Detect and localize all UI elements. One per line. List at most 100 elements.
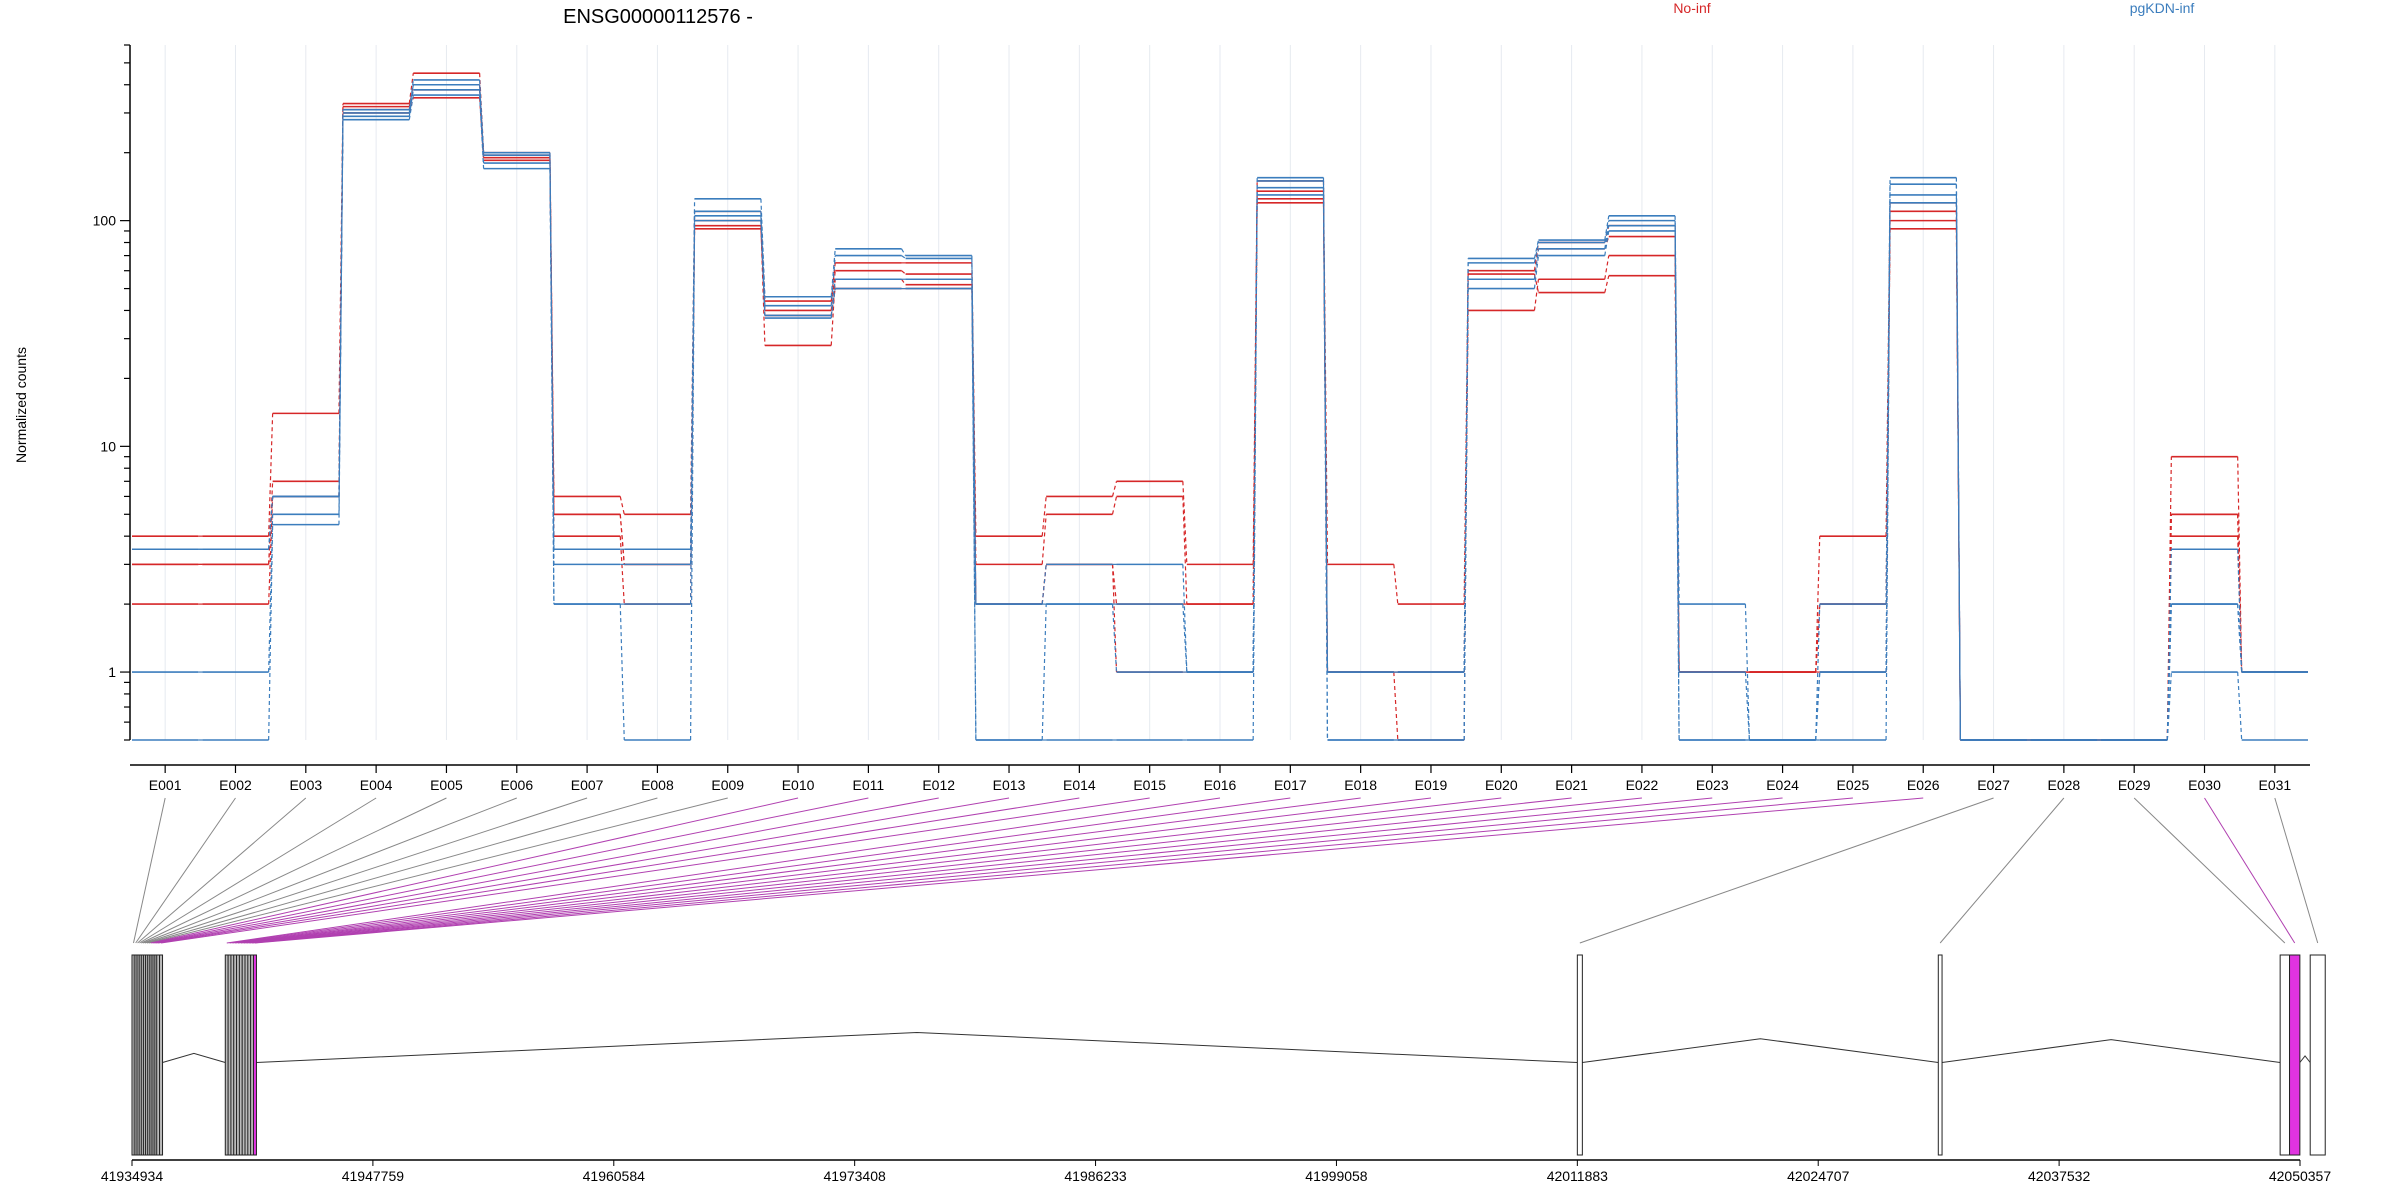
connector-segment (1533, 242, 1540, 263)
connector-segment (1463, 262, 1469, 673)
connector-segment (549, 168, 555, 605)
connector-segment (268, 496, 274, 550)
connector-segment (2237, 604, 2243, 673)
connector-segment (1322, 177, 1329, 673)
connector-segment (1182, 496, 1188, 605)
connector-segment (1393, 564, 1399, 605)
link-line-e015 (160, 797, 1150, 944)
connector-segment (268, 524, 274, 741)
x-tick-label-e010: E010 (782, 777, 815, 793)
intron-line (2299, 1055, 2311, 1063)
connector-segment (1533, 239, 1540, 259)
connector-segment (1604, 225, 1610, 249)
connector-segment (830, 288, 836, 316)
connector-segment (408, 89, 414, 117)
connector-segment (2166, 672, 2172, 741)
connector-segment (1533, 255, 1540, 289)
connector-segment (901, 255, 906, 259)
link-line-e006 (143, 797, 517, 944)
link-line-e028 (1939, 797, 2065, 944)
connector-segment (1393, 672, 1399, 741)
legend-label-pgkdn-inf: pgKDN-inf (2130, 0, 2195, 16)
x-tick-label-e003: E003 (289, 777, 322, 793)
x-tick-label-e016: E016 (1204, 777, 1237, 793)
link-line-e002 (135, 797, 236, 944)
connector-segment (1744, 604, 1751, 741)
connector-segment (1815, 672, 1821, 741)
x-tick-label-e004: E004 (360, 777, 393, 793)
y-tick-label: 10 (100, 438, 116, 454)
link-line-e027 (1579, 797, 1994, 944)
link-line-e026 (254, 797, 1924, 944)
exon-box-e029 (2279, 954, 2291, 1156)
connector-segment (2237, 456, 2243, 673)
exon-link-lines (133, 797, 2319, 944)
exon-box-e030 (2289, 954, 2301, 1156)
x-tick-label-e027: E027 (1977, 777, 2010, 793)
x-tick-label-e024: E024 (1766, 777, 1799, 793)
connector-segment (268, 496, 274, 605)
link-line-e011 (152, 797, 869, 944)
connector-segment (1815, 604, 1821, 741)
link-line-e023 (246, 797, 1713, 944)
connector-segment (1604, 255, 1610, 280)
x-tick-label-e017: E017 (1274, 777, 1307, 793)
connector-segment (830, 288, 836, 319)
connector-segment (619, 604, 625, 741)
connector-segment (619, 496, 625, 515)
connector-segment (338, 116, 344, 515)
connector-segment (1815, 536, 1821, 673)
coordinate-tick-label: 41973408 (824, 1168, 887, 1184)
axes: 1 10 100 E001 E002 E003 E004 E005 E006 E007 E008 E0… (93, 44, 2310, 793)
link-line-e012 (154, 797, 939, 944)
x-tick-label-e005: E005 (430, 777, 463, 793)
y-axis-label: Normalized counts (13, 347, 29, 463)
connector-segment (1041, 604, 1047, 741)
exon-box-e031 (2309, 954, 2326, 1156)
connector-segment (830, 279, 836, 316)
connector-segment (2237, 672, 2243, 741)
connector-segment (760, 220, 766, 319)
connector-segment (1041, 514, 1047, 565)
x-tick-label-e001: E001 (149, 777, 182, 793)
connector-segment (760, 225, 766, 346)
connector-segment (1533, 279, 1540, 311)
connector-segment (408, 73, 414, 104)
connector-segment (830, 248, 836, 297)
connector-segment (689, 220, 696, 741)
link-line-e001 (133, 797, 166, 944)
connector-segment (1744, 672, 1751, 741)
coordinate-tick-label: 42037532 (2028, 1168, 2091, 1184)
chart-title: ENSG00000112576 - (563, 6, 753, 28)
x-tick-label-e011: E011 (853, 777, 885, 793)
coordinate-tick-label: 41934934 (101, 1168, 164, 1184)
link-line-e030 (2204, 797, 2296, 944)
connector-segment (830, 255, 836, 306)
connector-segment (1041, 496, 1047, 537)
connector-segment (619, 514, 625, 565)
x-tick-label-e018: E018 (1344, 777, 1377, 793)
x-tick-label-e009: E009 (711, 777, 744, 793)
link-line-e018 (232, 797, 1361, 944)
coordinate-tick-label: 41986233 (1064, 1168, 1127, 1184)
exon-box-e015 (159, 954, 164, 1156)
x-tick-label-e015: E015 (1133, 777, 1166, 793)
link-line-e017 (229, 797, 1291, 944)
connector-segment (901, 270, 906, 275)
link-line-e009 (148, 797, 728, 944)
connector-segment (1041, 564, 1047, 605)
connector-segment (1111, 564, 1118, 605)
x-tick-label-e029: E029 (2118, 777, 2151, 793)
connector-segment (1041, 564, 1047, 605)
connector-segment (901, 248, 907, 256)
exon-box-e026 (252, 954, 257, 1156)
connector-segment (1252, 194, 1258, 741)
connector-segment (479, 95, 485, 169)
connector-segment (549, 163, 555, 605)
connector-segment (1955, 202, 1961, 741)
connector-segment (1674, 230, 1680, 741)
connector-segment (1533, 248, 1540, 280)
exon-box-e027 (1576, 954, 1583, 1156)
coordinate-tick-label: 42024707 (1787, 1168, 1850, 1184)
legend-label-no-inf: No-inf (1673, 0, 1710, 16)
